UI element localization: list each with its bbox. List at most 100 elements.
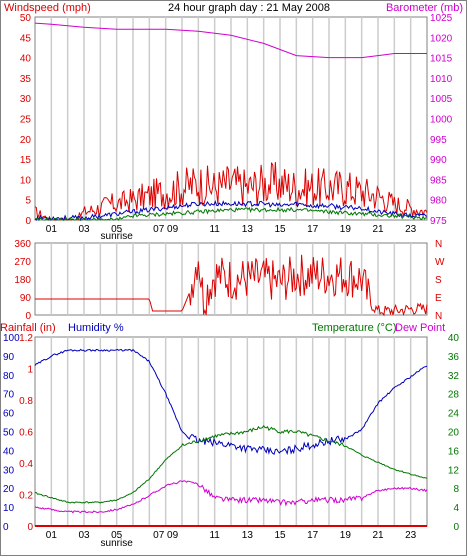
panel-0-x-tick-label: 21 bbox=[372, 224, 384, 235]
temperature-tick-label: 36 bbox=[448, 352, 460, 363]
humidity-tick-label: 50 bbox=[3, 428, 15, 439]
direction-compass-label: W bbox=[435, 257, 445, 268]
wind-speed-line bbox=[34, 206, 428, 221]
humidity-line bbox=[34, 348, 428, 456]
panel-2-x-tick-label: 07 09 bbox=[153, 530, 178, 541]
barometer-tick-label: 1020 bbox=[430, 33, 453, 44]
panel-0-x-tick-label: 01 bbox=[46, 224, 58, 235]
rainfall-tick-label: 0 bbox=[27, 522, 33, 533]
temperature-tick-label: 12 bbox=[448, 465, 460, 476]
temperature-tick-label: 24 bbox=[448, 409, 460, 420]
direction-tick-label: 90 bbox=[20, 293, 32, 304]
sunrise-label-bottom: sunrise bbox=[101, 538, 134, 549]
humidity-tick-label: 30 bbox=[3, 465, 15, 476]
dewpoint-line bbox=[34, 480, 428, 514]
windspeed-tick-label: 10 bbox=[20, 175, 32, 186]
panel-0-x-tick-label: 05 bbox=[111, 224, 123, 235]
barometer-tick-label: 985 bbox=[430, 175, 447, 186]
panel-2-x-tick-label: 21 bbox=[372, 530, 384, 541]
barometer-tick-label: 980 bbox=[430, 196, 447, 207]
direction-compass-label: N bbox=[435, 239, 442, 250]
rainfall-axis-label: Rainfall (in) bbox=[0, 322, 56, 334]
direction-compass-label: E bbox=[435, 293, 442, 304]
humidity-tick-label: 0 bbox=[3, 522, 9, 533]
barometer-line bbox=[34, 22, 427, 59]
panel-0-x-tick-label: 13 bbox=[242, 224, 254, 235]
temperature-tick-label: 8 bbox=[453, 484, 459, 495]
barometer-tick-label: 1005 bbox=[430, 94, 453, 105]
wind-gust-line bbox=[34, 161, 428, 221]
panel-0-x-tick-label: 15 bbox=[274, 224, 286, 235]
humidity-tick-label: 40 bbox=[3, 446, 15, 457]
temperature-tick-label: 32 bbox=[448, 371, 460, 382]
windspeed-tick-label: 15 bbox=[20, 155, 32, 166]
wind-direction-line bbox=[35, 254, 428, 317]
windspeed-tick-label: 45 bbox=[20, 33, 32, 44]
panel-0-x-tick-label: 19 bbox=[340, 224, 352, 235]
temperature-axis-label: Temperature (°C) bbox=[312, 322, 396, 334]
barometer-tick-label: 995 bbox=[430, 135, 447, 146]
panel-2-x-tick-label: 11 bbox=[209, 530, 220, 541]
humidity-tick-label: 80 bbox=[3, 371, 15, 382]
windspeed-tick-label: 25 bbox=[20, 115, 32, 126]
direction-compass-label: N bbox=[435, 311, 442, 322]
humidity-axis-label: Humidity % bbox=[68, 322, 124, 334]
direction-tick-label: 360 bbox=[14, 239, 31, 250]
panel-2-x-tick-label: 01 bbox=[46, 530, 58, 541]
humidity-tick-label: 60 bbox=[3, 409, 15, 420]
humidity-tick-label: 10 bbox=[3, 503, 15, 514]
panel-0-x-tick-label: 11 bbox=[209, 224, 220, 235]
windspeed-axis-label: Windspeed (mph) bbox=[4, 2, 91, 14]
panel-2-x-tick-label: 23 bbox=[405, 530, 417, 541]
humidity-tick-label: 90 bbox=[3, 352, 15, 363]
panel-0-x-tick-label: 17 bbox=[307, 224, 319, 235]
windspeed-tick-label: 0 bbox=[25, 216, 31, 227]
barometer-tick-label: 1010 bbox=[430, 74, 453, 85]
direction-tick-label: 180 bbox=[14, 275, 31, 286]
rainfall-tick-label: 0.4 bbox=[19, 459, 33, 470]
panel-2-x-tick-label: 17 bbox=[307, 530, 319, 541]
direction-tick-label: 0 bbox=[25, 311, 31, 322]
panel-2-x-tick-label: 15 bbox=[274, 530, 286, 541]
humidity-tick-label: 70 bbox=[3, 390, 15, 401]
direction-tick-label: 270 bbox=[14, 257, 31, 268]
windspeed-tick-label: 50 bbox=[20, 13, 32, 24]
rainfall-tick-label: 1 bbox=[27, 365, 33, 376]
barometer-tick-label: 1015 bbox=[430, 54, 453, 65]
temperature-tick-label: 40 bbox=[448, 333, 460, 344]
sunrise-label: sunrise bbox=[101, 231, 134, 242]
temperature-tick-label: 0 bbox=[453, 522, 459, 533]
windspeed-tick-label: 20 bbox=[20, 135, 32, 146]
temperature-tick-label: 4 bbox=[453, 503, 459, 514]
windspeed-tick-label: 30 bbox=[20, 94, 32, 105]
panel-2-x-tick-label: 05 bbox=[111, 530, 123, 541]
panel-2-x-tick-label: 13 bbox=[242, 530, 254, 541]
humidity-tick-label: 100 bbox=[3, 333, 20, 344]
rainfall-tick-label: 0.2 bbox=[19, 491, 33, 502]
barometer-tick-label: 975 bbox=[430, 216, 447, 227]
barometer-axis-label: Barometer (mb) bbox=[386, 2, 463, 14]
panel-0-x-tick-label: 23 bbox=[405, 224, 417, 235]
chart-title: 24 hour graph day : 21 May 2008 bbox=[168, 2, 330, 14]
rainfall-tick-label: 0.8 bbox=[19, 396, 33, 407]
wind-average-line bbox=[34, 200, 428, 222]
temperature-tick-label: 20 bbox=[448, 428, 460, 439]
rainfall-tick-label: 1.2 bbox=[19, 333, 33, 344]
panel-2-x-tick-label: 03 bbox=[78, 530, 90, 541]
barometer-tick-label: 1000 bbox=[430, 115, 453, 126]
panel-0-x-tick-label: 07 09 bbox=[153, 224, 178, 235]
rainfall-tick-label: 0.6 bbox=[19, 428, 33, 439]
temperature-tick-label: 28 bbox=[448, 390, 460, 401]
windspeed-tick-label: 35 bbox=[20, 74, 32, 85]
direction-compass-label: S bbox=[435, 275, 442, 286]
temperature-line bbox=[34, 424, 428, 504]
temperature-tick-label: 16 bbox=[448, 446, 460, 457]
windspeed-tick-label: 40 bbox=[20, 54, 32, 65]
humidity-tick-label: 20 bbox=[3, 484, 15, 495]
dewpoint-axis-label: Dew Point bbox=[395, 322, 445, 334]
panel-2-x-tick-label: 19 bbox=[340, 530, 352, 541]
windspeed-tick-label: 5 bbox=[25, 196, 31, 207]
panel-0-x-tick-label: 03 bbox=[78, 224, 90, 235]
